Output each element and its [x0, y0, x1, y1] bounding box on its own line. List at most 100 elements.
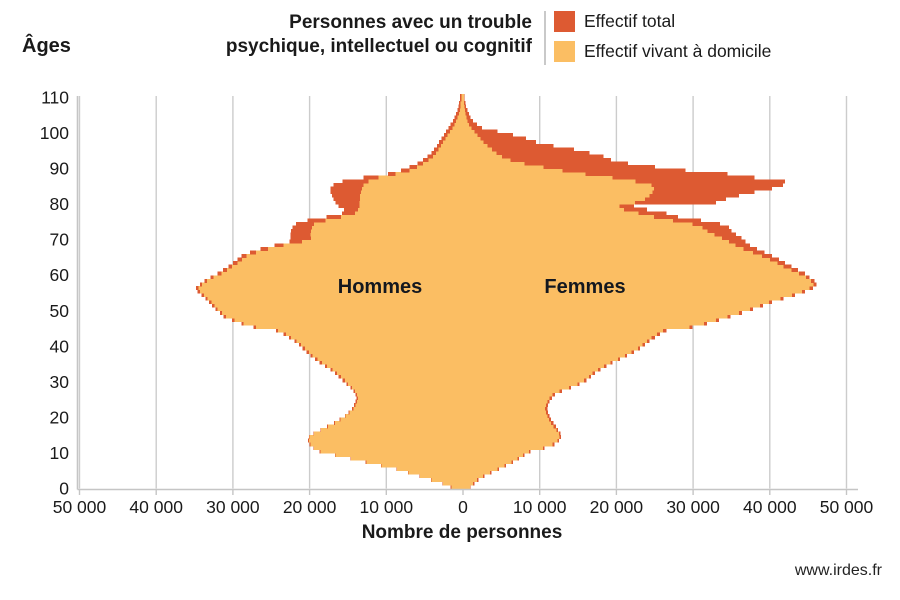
bar-femmes-domicile: [463, 424, 554, 429]
bar-hommes-domicile: [311, 236, 463, 241]
bar-hommes-domicile: [234, 317, 463, 322]
bar-hommes-domicile: [311, 225, 463, 230]
bar-hommes-domicile: [335, 452, 463, 457]
femmes-label: Femmes: [544, 276, 626, 298]
bar-femmes-domicile: [463, 431, 559, 436]
bar-hommes-domicile: [199, 289, 463, 294]
bar-femmes-total: [463, 168, 686, 173]
bar-femmes-domicile: [463, 122, 470, 127]
bar-hommes-domicile: [360, 193, 463, 198]
chart-title: Personnes avec un trouble psychique, int…: [226, 11, 532, 60]
bar-hommes-domicile: [445, 136, 463, 141]
bar-hommes-domicile: [310, 442, 463, 447]
bar-femmes-domicile: [463, 143, 488, 148]
bar-hommes-domicile: [285, 332, 463, 337]
bar-femmes-domicile: [463, 253, 763, 258]
bar-femmes-domicile: [463, 346, 638, 351]
bar-hommes-domicile: [317, 357, 463, 361]
bar-hommes-domicile: [207, 296, 463, 301]
legend-divider: [544, 11, 546, 65]
bar-femmes-domicile: [463, 129, 475, 134]
bar-femmes-domicile: [463, 211, 639, 216]
x-tick-label: 10 000: [513, 497, 567, 517]
bar-hommes-domicile: [308, 349, 463, 354]
bar-hommes-domicile: [232, 264, 463, 269]
source-text[interactable]: www.irdes.fr: [794, 562, 882, 579]
legend: Effectif total Effectif vivant à domicil…: [554, 11, 771, 62]
bar-femmes-domicile: [463, 307, 750, 312]
bar-hommes-domicile: [345, 413, 463, 418]
x-axis-title: Nombre de personnes: [361, 522, 563, 543]
bar-femmes-total: [463, 118, 473, 123]
bar-hommes-domicile: [357, 392, 463, 397]
bar-hommes-domicile: [211, 300, 463, 305]
bar-femmes-domicile: [463, 221, 693, 226]
bar-femmes-domicile: [463, 481, 473, 486]
bar-hommes-domicile: [361, 186, 463, 191]
bar-femmes-domicile: [463, 378, 585, 383]
bar-femmes-domicile: [463, 474, 483, 479]
bar-femmes-domicile: [463, 353, 625, 358]
bar-femmes-domicile: [463, 165, 544, 170]
y-tick-label: 90: [50, 159, 70, 179]
bar-femmes-domicile: [463, 278, 812, 283]
bar-hommes-domicile: [213, 275, 463, 280]
bar-hommes-domicile: [357, 207, 463, 212]
bar-hommes-domicile: [347, 381, 463, 386]
bar-hommes-domicile: [206, 278, 463, 283]
bar-femmes-domicile: [463, 289, 803, 294]
bar-femmes-domicile: [463, 438, 558, 443]
bar-femmes-domicile: [463, 104, 465, 109]
bar-hommes-domicile: [363, 182, 463, 187]
bar-femmes-domicile: [463, 300, 770, 305]
bar-femmes-total: [463, 122, 477, 127]
bar-femmes-domicile: [463, 108, 465, 113]
bar-femmes-domicile: [463, 367, 598, 372]
legend-item-effectif-domicile: Effectif vivant à domicile: [554, 41, 771, 62]
pyramid-bars: [196, 94, 817, 489]
bar-femmes-total: [463, 150, 590, 155]
bar-femmes-domicile: [463, 111, 466, 116]
x-tick-label: 50 000: [820, 497, 874, 517]
bar-hommes-domicile: [443, 140, 463, 145]
bar-hommes-domicile: [310, 232, 463, 237]
bar-femmes-domicile: [463, 303, 760, 308]
bar-femmes-domicile: [463, 456, 518, 461]
bar-femmes-domicile: [463, 470, 490, 475]
bar-femmes-domicile: [463, 413, 548, 418]
bar-hommes-domicile: [341, 214, 463, 219]
bar-hommes-domicile: [460, 101, 463, 106]
bar-femmes-domicile: [463, 232, 715, 237]
bar-hommes-domicile: [351, 456, 463, 461]
bar-hommes-domicile: [449, 129, 463, 134]
legend-item-effectif-total: Effectif total: [554, 11, 771, 32]
bar-hommes-domicile: [357, 396, 463, 401]
bar-hommes-domicile: [440, 143, 463, 148]
x-tick-label: 30 000: [206, 497, 260, 517]
bar-femmes-domicile: [463, 229, 708, 234]
bar-hommes-domicile: [217, 307, 463, 312]
y-tick-label: 100: [40, 123, 69, 143]
bar-hommes-domicile: [314, 221, 463, 226]
bar-hommes-domicile: [320, 449, 463, 454]
bar-femmes-domicile: [463, 403, 546, 408]
bar-femmes-domicile: [463, 328, 664, 333]
bar-hommes-domicile: [395, 172, 463, 177]
bar-femmes-domicile: [463, 452, 523, 457]
bar-femmes-domicile: [463, 442, 553, 447]
bar-femmes-domicile: [463, 449, 529, 454]
bar-hommes-domicile: [457, 115, 463, 120]
y-tick-label: 0: [59, 479, 69, 499]
bar-hommes-domicile: [202, 282, 463, 287]
bar-femmes-domicile: [463, 246, 744, 251]
bar-femmes-domicile: [463, 204, 620, 209]
bar-hommes-domicile: [325, 218, 463, 223]
bar-hommes-domicile: [408, 470, 463, 475]
bar-femmes-domicile: [463, 317, 717, 322]
bar-femmes-domicile: [463, 335, 652, 340]
y-tick-label: 50: [50, 301, 70, 321]
y-axis-title: Âges: [22, 35, 71, 57]
bar-femmes-domicile: [463, 460, 512, 465]
